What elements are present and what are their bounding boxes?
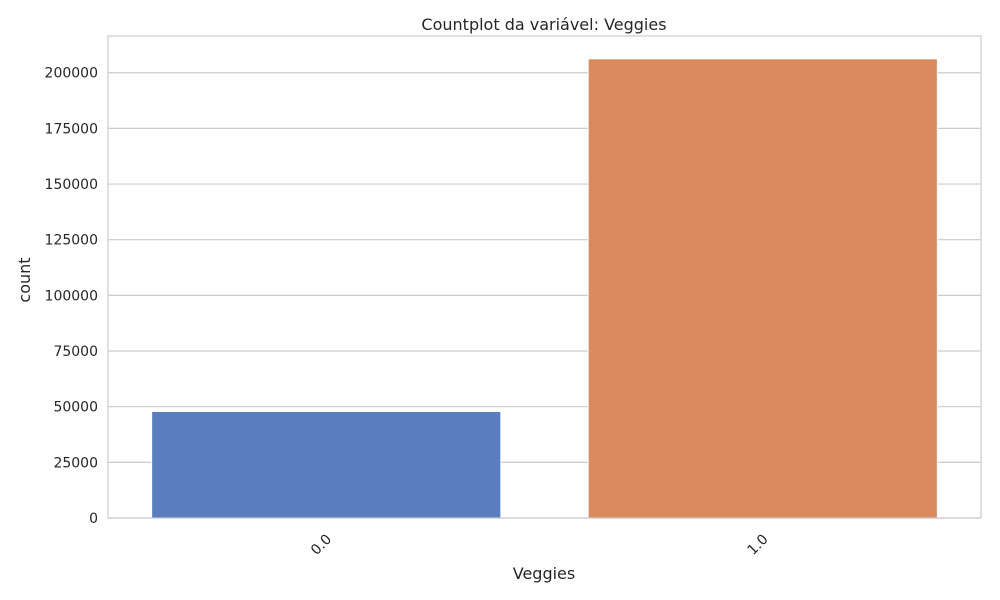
y-tick-label: 175000: [45, 121, 98, 137]
y-tick-label: 200000: [45, 66, 98, 82]
y-tick-label: 50000: [53, 400, 98, 416]
x-tick-label: 1.0: [745, 532, 772, 559]
y-tick-labels: 0 25000 50000 75000 100000 125000 150000 175000…: [45, 66, 98, 527]
y-tick-label: 25000: [53, 455, 98, 471]
bars: [151, 58, 938, 519]
y-tick-label: 0: [89, 511, 98, 527]
bar-0-0: [151, 410, 502, 519]
y-axis-title: count: [15, 257, 34, 302]
y-tick-label: 150000: [45, 177, 98, 193]
chart-title: Countplot da variável: Veggies: [421, 15, 666, 34]
plot-frame: [107, 35, 982, 519]
x-tick-labels: 0.0 1.0: [308, 532, 772, 559]
bar-1-0: [587, 58, 938, 519]
y-tick-label: 75000: [53, 344, 98, 360]
x-axis-title: Veggies: [513, 564, 575, 583]
x-tick-label: 0.0: [308, 532, 335, 559]
y-tick-label: 125000: [45, 233, 98, 249]
y-tick-label: 100000: [45, 288, 98, 304]
